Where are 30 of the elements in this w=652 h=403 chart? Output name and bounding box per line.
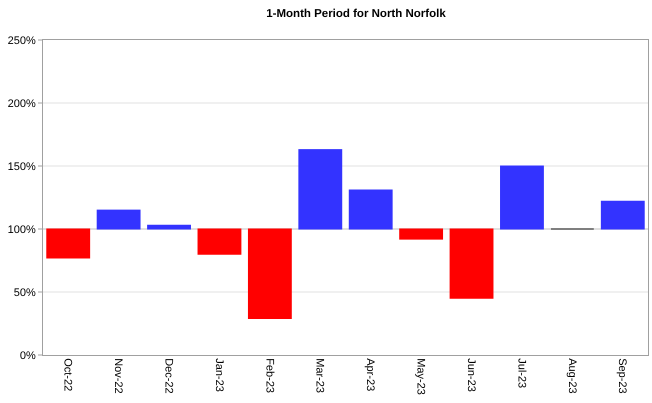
x-tick-label: Nov-22 (112, 358, 124, 394)
bar (96, 210, 141, 230)
x-tick-label: Oct-22 (62, 358, 74, 392)
x-tick-label: Aug-23 (566, 358, 578, 394)
y-tick-label: 150% (8, 160, 36, 173)
chart-title: 1-Month Period for North Norfolk (266, 8, 446, 20)
bar (600, 200, 645, 230)
bar (147, 224, 191, 230)
bar (450, 228, 494, 299)
bar (46, 228, 90, 258)
bar (198, 228, 242, 255)
x-tick-label: Feb-23 (263, 358, 276, 394)
bar (248, 228, 292, 319)
x-tick-label: Mar-23 (314, 358, 326, 394)
bar (348, 189, 393, 230)
x-tick-label: Jul-23 (515, 358, 528, 388)
y-tick-label: 0% (20, 350, 36, 362)
x-tick-label: May-23 (414, 358, 427, 395)
bar (298, 149, 342, 230)
bar (500, 166, 544, 230)
bar (399, 228, 444, 240)
x-tick-label: Jan-23 (212, 358, 225, 392)
x-tick-label: Jun-23 (464, 358, 477, 392)
y-tick-label: 200% (8, 98, 36, 110)
x-tick-label: Sep-23 (616, 358, 628, 394)
x-tick-label: Apr-23 (364, 358, 376, 392)
y-tick-label: 50% (14, 286, 36, 299)
y-tick-label: 100% (8, 224, 36, 236)
y-tick-label: 250% (8, 34, 36, 47)
x-tick-label: Dec-22 (162, 358, 174, 394)
